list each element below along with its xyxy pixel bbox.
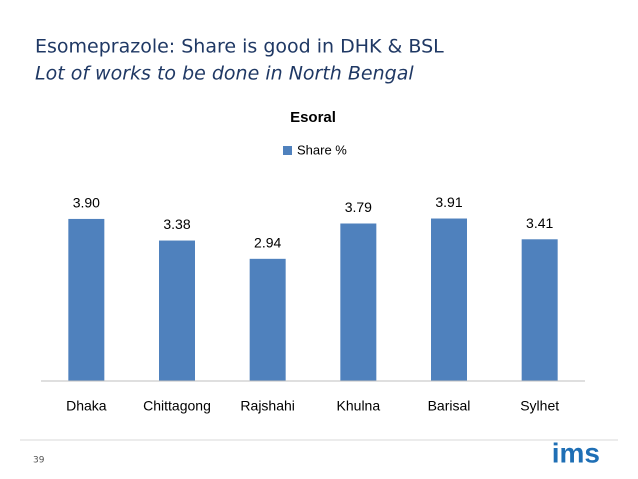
x-tick-label: Barisal bbox=[428, 398, 471, 414]
x-tick-label: Khulna bbox=[337, 398, 381, 414]
page-number: 39 bbox=[33, 456, 45, 466]
x-tick-label: Chittagong bbox=[143, 398, 211, 414]
bar bbox=[340, 223, 377, 381]
logo: ims bbox=[552, 437, 600, 468]
data-label: 3.90 bbox=[73, 195, 100, 211]
bar bbox=[159, 240, 195, 381]
x-tick-label: Rajshahi bbox=[240, 398, 294, 414]
data-label: 3.79 bbox=[345, 199, 372, 215]
slide-title: Esomeprazole: Share is good in DHK & BSL bbox=[35, 36, 444, 58]
data-label: 3.38 bbox=[163, 216, 190, 232]
data-label: 3.91 bbox=[435, 194, 462, 210]
bar bbox=[521, 239, 558, 381]
bar bbox=[68, 218, 105, 381]
slide-subtitle: Lot of works to be done in North Bengal bbox=[35, 63, 414, 85]
x-tick-label: Dhaka bbox=[66, 398, 107, 414]
chart-title: Esoral bbox=[290, 109, 336, 126]
legend-label: Share % bbox=[297, 142, 347, 157]
bar bbox=[249, 258, 286, 381]
data-label: 2.94 bbox=[254, 235, 281, 251]
legend-swatch bbox=[283, 146, 292, 155]
data-label: 3.41 bbox=[526, 215, 553, 231]
bar bbox=[431, 218, 467, 381]
x-tick-label: Sylhet bbox=[520, 398, 559, 414]
